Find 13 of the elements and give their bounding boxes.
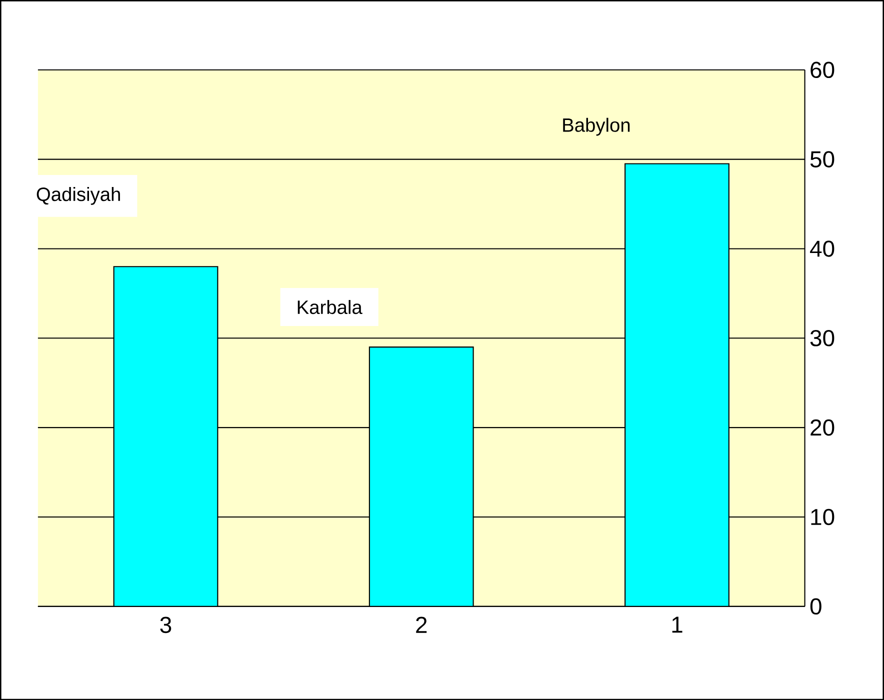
- y-tick-label: 20: [810, 419, 834, 436]
- x-tick-label: 2: [416, 616, 427, 633]
- annotation: Karbala: [298, 300, 362, 314]
- y-tick-label: 40: [810, 240, 834, 257]
- y-tick-label: 60: [810, 62, 834, 78]
- y-tick-label: 0: [810, 598, 822, 614]
- y-tick-label: 10: [811, 508, 834, 526]
- x-tick-label: 1: [672, 616, 682, 632]
- y-tick-label: 50: [810, 151, 834, 168]
- annotation: Babylon: [563, 118, 630, 136]
- annotation: Qadisiyah: [36, 186, 120, 205]
- y-tick-label: 30: [810, 330, 834, 346]
- x-tick-label: 3: [160, 616, 172, 633]
